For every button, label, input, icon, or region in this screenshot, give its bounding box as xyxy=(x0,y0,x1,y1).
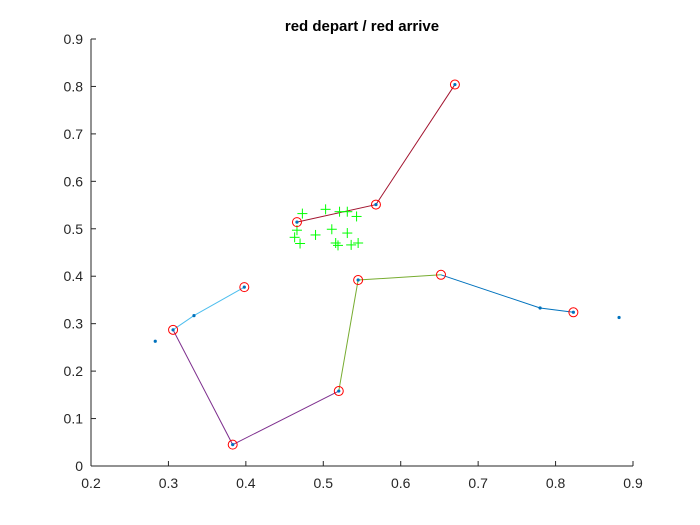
x-tick-label: 0.5 xyxy=(314,475,334,491)
route-lines xyxy=(172,84,574,446)
route-line-3 xyxy=(172,329,339,446)
y-tick-label: 0.1 xyxy=(64,411,84,427)
plus-marker xyxy=(295,238,306,249)
axes: 0.2 0.3 0.4 0.5 0.6 0.7 0.8 0.9 0 0.1 0.2 0.3 0.4 0.5… xyxy=(64,31,643,491)
route-line-1 xyxy=(296,84,456,223)
circle-marker xyxy=(370,199,381,210)
route-line-5 xyxy=(440,274,574,313)
dot-marker xyxy=(538,306,542,310)
y-tick-label: 0.4 xyxy=(64,268,84,284)
y-tick-label: 0.8 xyxy=(64,78,84,94)
y-tick-label: 0.6 xyxy=(64,173,84,189)
markers xyxy=(153,79,621,450)
dot-marker xyxy=(153,339,157,343)
route-line-4 xyxy=(338,274,442,392)
x-tick-label: 0.3 xyxy=(159,475,179,491)
x-tick-label: 0.6 xyxy=(391,475,411,491)
plus-marker xyxy=(310,229,321,240)
y-tick-label: 0 xyxy=(75,458,83,474)
plus-marker xyxy=(332,240,343,251)
x-tick-label: 0.8 xyxy=(546,475,566,491)
circle-marker xyxy=(568,307,579,318)
route-line-2 xyxy=(172,286,245,331)
circle-marker xyxy=(239,282,250,293)
y-tick-label: 0.2 xyxy=(64,363,84,379)
y-tick-label: 0.5 xyxy=(64,221,84,237)
circle-marker xyxy=(291,217,302,228)
dot-marker xyxy=(617,315,621,320)
circle-marker xyxy=(227,439,238,450)
plus-marker xyxy=(330,238,341,249)
dot-marker xyxy=(374,202,378,207)
plus-marker xyxy=(326,224,337,235)
x-tick-label: 0.4 xyxy=(236,475,256,491)
circle-marker xyxy=(353,275,364,286)
circle-marker xyxy=(168,324,179,335)
plus-marker xyxy=(351,211,362,222)
dot-marker xyxy=(295,220,299,224)
plus-marker xyxy=(342,206,353,217)
circle-marker xyxy=(449,79,460,90)
y-tick-label: 0.7 xyxy=(64,126,84,142)
plus-marker xyxy=(346,239,357,250)
dot-marker xyxy=(337,389,341,393)
x-tick-label: 0.7 xyxy=(468,475,488,491)
dot-marker xyxy=(171,328,175,332)
y-tick-label: 0.9 xyxy=(64,31,84,47)
plus-marker xyxy=(297,208,308,219)
plus-marker xyxy=(342,228,353,239)
dot-marker xyxy=(192,314,196,318)
y-tick-label: 0.3 xyxy=(64,316,84,332)
plus-marker xyxy=(320,204,331,215)
dot-marker xyxy=(231,443,235,447)
dot-marker xyxy=(453,82,457,87)
chart-title: red depart / red arrive xyxy=(285,18,439,35)
x-tick-label: 0.2 xyxy=(81,475,101,491)
circle-marker xyxy=(333,386,344,397)
dot-marker xyxy=(242,285,246,289)
plus-marker xyxy=(353,238,364,249)
circle-marker xyxy=(435,269,446,280)
plus-marker xyxy=(289,232,300,243)
dot-marker xyxy=(356,278,360,282)
dot-marker xyxy=(571,310,575,314)
x-tick-label: 0.9 xyxy=(623,475,643,491)
